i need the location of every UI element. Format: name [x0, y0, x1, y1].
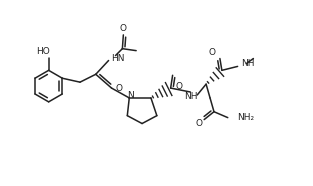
Text: HN: HN [111, 54, 125, 63]
Text: O: O [175, 82, 182, 91]
Text: O: O [208, 48, 216, 57]
Text: O: O [120, 25, 127, 33]
Text: N: N [127, 92, 134, 100]
Text: HO: HO [36, 47, 49, 56]
Text: NH: NH [242, 59, 255, 68]
Text: O: O [116, 84, 123, 93]
Text: O: O [196, 119, 203, 128]
Text: NH: NH [185, 92, 198, 101]
Text: NH₂: NH₂ [237, 113, 254, 122]
